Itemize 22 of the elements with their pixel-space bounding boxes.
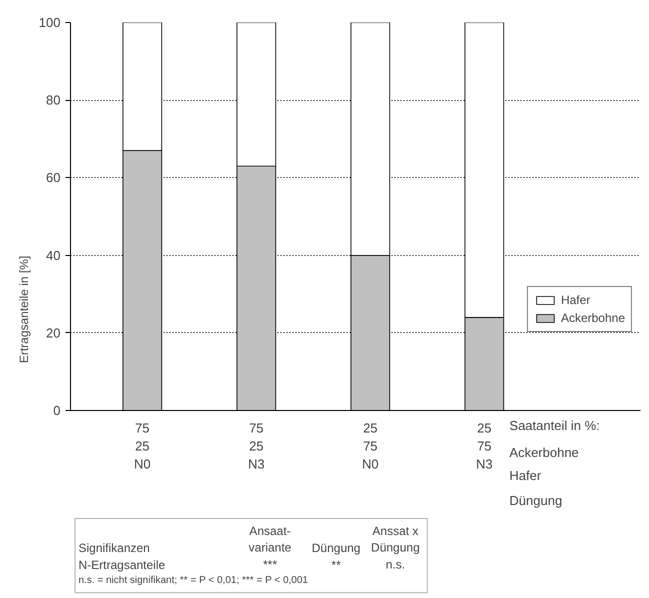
y-axis-title: Ertragsanteile in [%] [16, 256, 31, 364]
text: Signifikanzen N-Ertragsanteile [78, 541, 166, 572]
y-tick-label: 20 [46, 325, 61, 340]
x-tick-label: 75 25 N0 [134, 420, 151, 472]
y-tick-label: 0 [53, 403, 61, 418]
text: Saatanteil in %: [509, 418, 600, 434]
y-tick-label: 40 [46, 248, 61, 263]
legend-label: Ackerbohne [560, 311, 625, 325]
text: Düngung ** [312, 541, 360, 572]
legend-label: Hafer [560, 293, 590, 307]
text: n.s. = nicht signifikant; ** = P < 0,01; *** = P < 0,001 [78, 575, 308, 586]
text: Ackerbohne [509, 445, 579, 460]
text: Düngung [509, 493, 562, 508]
text: Ansaat- variante *** [248, 524, 292, 572]
x-tick-label: 25 75 N3 [476, 420, 493, 472]
x-tick-label: 25 75 N0 [362, 420, 379, 472]
text: Anssat x Düngung n.s. [371, 524, 420, 572]
text: Hafer [509, 468, 542, 483]
x-tick-label: 75 25 N3 [248, 420, 265, 472]
y-tick-label: 100 [38, 15, 61, 30]
y-tick-label: 80 [46, 92, 61, 108]
y-tick-label: 60 [46, 170, 61, 186]
